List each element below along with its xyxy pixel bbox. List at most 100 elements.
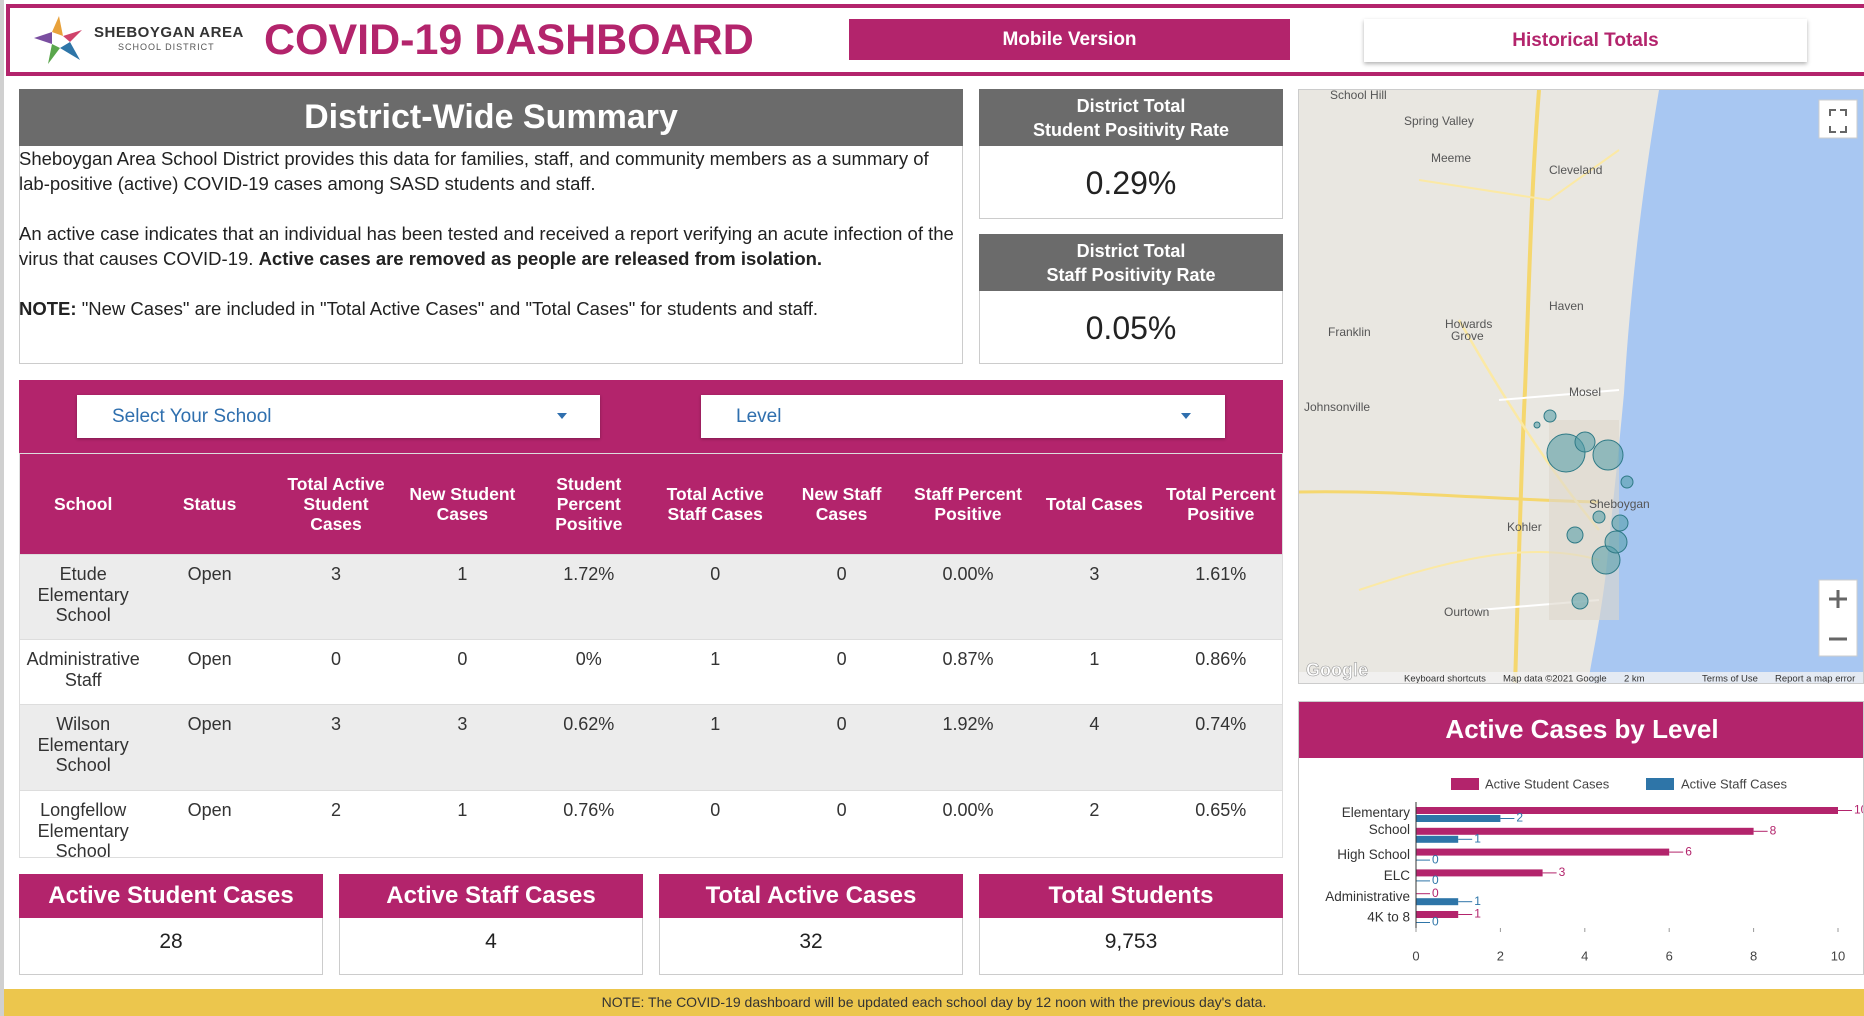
historical-button[interactable]: Historical Totals <box>1364 19 1807 62</box>
table-cell: 1 <box>457 564 468 584</box>
table-cell: Administrative Staff <box>26 649 140 690</box>
table-header <box>20 454 1282 554</box>
table-cell: 1 <box>1089 649 1100 669</box>
place-label: Spring Valley <box>1404 114 1474 128</box>
attribution-text: Terms of Use <box>1702 674 1758 684</box>
place-label: Howards Grove <box>1445 317 1492 343</box>
table-cell: 0.62% <box>563 714 615 734</box>
table-cell: 0 <box>836 714 847 734</box>
table-cell: 0% <box>575 649 602 669</box>
chart-header <box>1299 702 1863 758</box>
place-label: Sheboygan <box>1589 497 1650 511</box>
level-chart: Active Cases by Level Active Student Cas… <box>1298 701 1864 975</box>
place-label: School Hill <box>1330 89 1387 102</box>
column-header: Status <box>182 494 237 514</box>
dropdown-label: Select Your School <box>112 406 272 427</box>
place-label: Mosel <box>1569 385 1601 399</box>
bubble <box>1620 475 1634 489</box>
table-cell: 0 <box>836 564 847 584</box>
kpi-title: Staff Positivity Rate <box>1046 265 1216 285</box>
paragraph: An active case indicates that an individ… <box>19 221 959 271</box>
column-header: Total Active Student Cases <box>287 474 385 534</box>
column-header: Staff Percent Positive <box>914 484 1022 524</box>
bar <box>1416 848 1670 856</box>
attribution-text: Keyboard shortcuts <box>1404 674 1486 684</box>
table-cell: 0.00% <box>942 800 994 820</box>
x-tick-label: 10 <box>1831 948 1845 963</box>
table-cell: Open <box>187 564 232 584</box>
bar <box>1416 807 1838 814</box>
bar <box>1416 911 1459 918</box>
table-cell: Wilson Elementary School <box>37 714 129 775</box>
google-logo: Google <box>1306 660 1368 680</box>
stat-label: Total Active Cases <box>659 874 963 918</box>
dropdown-arrow <box>557 413 567 419</box>
note-label: NOTE: <box>19 298 77 319</box>
table-cell: Open <box>187 714 232 734</box>
data-label: 0 <box>1432 886 1439 900</box>
kpi-header: District Total Student Positivity Rate <box>979 89 1283 146</box>
bubble <box>1566 526 1584 544</box>
table-cell: 2 <box>1089 800 1100 820</box>
table-cell: 3 <box>330 564 341 584</box>
school-dropdown[interactable]: Select Your School <box>77 395 600 438</box>
category-label: High School <box>1337 847 1410 862</box>
level-dropdown[interactable]: Level <box>701 395 1225 438</box>
legend-swatch <box>1451 778 1479 790</box>
kpi-title: District Total <box>1076 241 1186 261</box>
note-text: "New Cases" are included in "Total Activ… <box>76 298 818 319</box>
attribution-text: Report a map error <box>1775 674 1855 684</box>
attribution-bar <box>1299 672 1863 683</box>
category-label: ELC <box>1384 868 1411 883</box>
table-cell: 1 <box>710 714 721 734</box>
table-cell: 0 <box>836 800 847 820</box>
table-cell: 0 <box>330 649 341 669</box>
stat-value: 28 <box>159 930 183 953</box>
fullscreen-button[interactable] <box>1818 99 1858 139</box>
kpi-value: 0.29% <box>1085 165 1177 201</box>
column-header: School <box>54 494 113 514</box>
table-row <box>20 704 1282 790</box>
table-cell: 0 <box>710 564 721 584</box>
data-label: 3 <box>1559 865 1566 879</box>
table-row <box>20 790 1282 857</box>
stat-label: Active Staff Cases <box>339 874 643 918</box>
bubble <box>1592 439 1624 471</box>
bar <box>1416 815 1501 822</box>
table-cell: Open <box>187 800 232 820</box>
kpi-title: District Total <box>1076 96 1186 116</box>
page-edge <box>0 0 4 1016</box>
bubble <box>1533 421 1541 429</box>
data-label: 0 <box>1432 852 1439 866</box>
mobile-button[interactable]: Mobile Version <box>849 19 1290 60</box>
table-cell: 1.61% <box>1195 564 1247 584</box>
category-label: 4K to 8 <box>1367 910 1410 925</box>
table-cell: 0.76% <box>563 800 615 820</box>
logo-sub: SCHOOL DISTRICT <box>118 42 215 52</box>
bubble <box>1592 510 1606 524</box>
fullscreen-icon <box>1829 109 1847 133</box>
bar <box>1416 898 1459 906</box>
dropdown-label: Level <box>736 406 782 427</box>
legend-label: Active Staff Cases <box>1681 776 1787 791</box>
bubble <box>1574 431 1596 453</box>
data-label: 8 <box>1770 823 1777 837</box>
x-tick-label: 6 <box>1666 948 1673 963</box>
attribution-text: Map data ©2021 Google <box>1503 674 1607 684</box>
column-header: Total Cases <box>1045 494 1143 514</box>
chart-title: Active Cases by Level <box>1445 714 1718 744</box>
bar <box>1416 827 1754 835</box>
table-cell: 0.00% <box>942 564 994 584</box>
place-label: Meeme <box>1431 151 1471 165</box>
table-cell: 0.87% <box>942 649 994 669</box>
table-cell: Longfellow Elementary School <box>37 800 129 858</box>
data-label: 10 <box>1854 803 1864 817</box>
table-cell: 2 <box>330 800 341 820</box>
table-cell: 3 <box>457 714 468 734</box>
kpi-header: District Total Staff Positivity Rate <box>979 234 1283 291</box>
data-label: 6 <box>1685 844 1692 858</box>
summary-title: District-Wide Summary <box>19 89 963 146</box>
map: School Hill Spring Valley Meeme Cleveland Ha… <box>1298 89 1864 684</box>
bold-text: Active cases are removed as people are r… <box>258 248 823 269</box>
